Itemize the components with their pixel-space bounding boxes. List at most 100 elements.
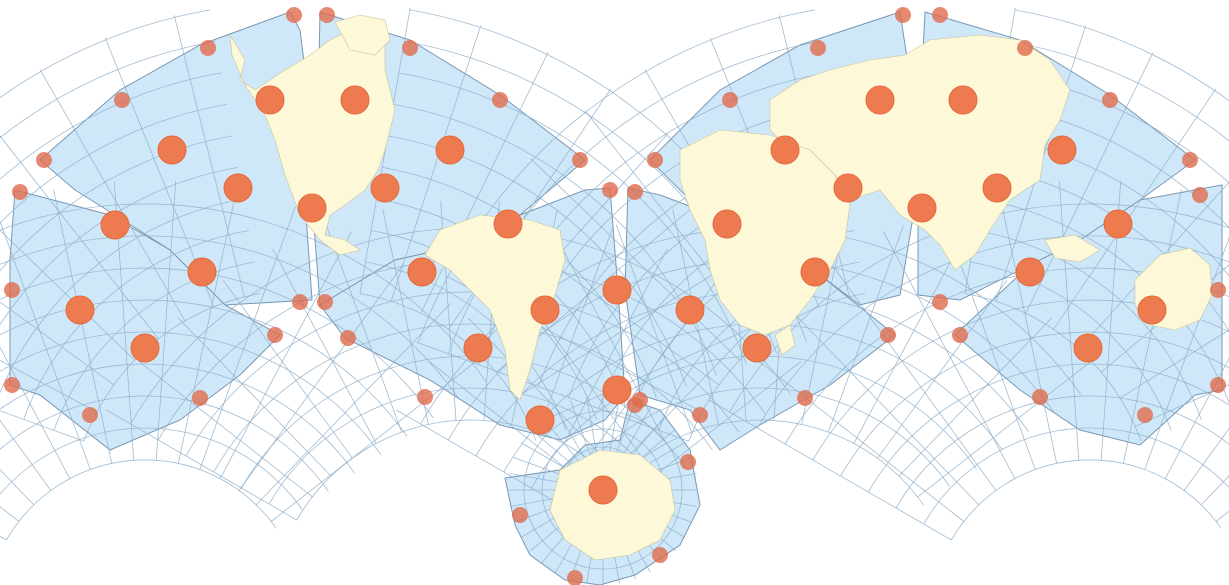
tissot-edge-fragment — [402, 40, 418, 56]
tissot-circle — [100, 210, 130, 240]
meridian-line — [0, 469, 35, 506]
parallel-line — [784, 267, 1229, 445]
tissot-edge-fragment — [880, 327, 896, 343]
meridian-line — [0, 360, 98, 413]
tissot-edge-fragment — [895, 7, 911, 23]
meridian-line — [39, 69, 186, 322]
parallel-line — [53, 261, 255, 431]
tissot-edge-fragment — [1210, 282, 1226, 298]
tissot-edge-fragment — [627, 184, 643, 200]
meridian-line — [616, 225, 692, 433]
parallel-line — [0, 198, 244, 394]
parallel-line — [0, 267, 434, 419]
parallel-line — [417, 9, 816, 343]
tissot-edge-fragment — [932, 294, 948, 310]
parallel-line — [6, 459, 277, 541]
parallel-line — [0, 395, 329, 492]
tissot-edge-fragment — [692, 407, 708, 423]
tissot-edge-fragment — [512, 507, 528, 523]
meridian-line — [0, 301, 115, 386]
tissot-circle — [407, 257, 437, 287]
meridian-line — [272, 249, 377, 444]
tissot-edge-fragment — [417, 389, 433, 405]
meridian-line — [1164, 357, 1229, 479]
parallel-line — [0, 41, 216, 139]
meridian-line — [1144, 236, 1229, 470]
parallel-line — [729, 203, 1229, 413]
tissot-edge-fragment — [1182, 152, 1198, 168]
meridian-line — [538, 225, 614, 433]
tissot-edge-fragment — [340, 330, 356, 346]
meridian-line — [1122, 189, 1182, 464]
tissot-edge-fragment — [319, 7, 335, 23]
tissot-circle — [712, 209, 742, 239]
tissot-circle — [223, 173, 253, 203]
parallel-line — [951, 459, 1222, 541]
tissot-edge-fragment — [492, 92, 508, 108]
tissot-edge-fragment — [810, 40, 826, 56]
tissot-edge-fragment — [722, 92, 738, 108]
meridian-line — [530, 158, 740, 361]
tissot-circle — [297, 193, 327, 223]
tissot-edge-fragment — [200, 40, 216, 56]
meridian-line — [138, 361, 313, 498]
parallel-line — [867, 363, 1229, 493]
parallel-line — [185, 291, 740, 457]
parallel-line — [0, 9, 211, 99]
meridian-line — [0, 419, 52, 491]
parallel-line — [0, 203, 487, 382]
meridian-line — [1119, 329, 1229, 399]
tissot-edge-fragment — [36, 152, 52, 168]
tissot-circle — [982, 173, 1012, 203]
parallel-line — [0, 104, 227, 224]
tissot-circle — [602, 375, 632, 405]
meridian-line — [898, 317, 1053, 477]
tissot-indicatrices — [4, 7, 1226, 585]
meridian-line — [1183, 427, 1229, 491]
meridian-line — [53, 189, 113, 464]
tissot-circle — [800, 257, 830, 287]
meridian-line — [1025, 52, 1154, 314]
parallel-line — [0, 427, 303, 511]
tissot-edge-fragment — [680, 454, 696, 470]
meridian-line — [238, 263, 404, 491]
tissot-circle — [65, 295, 95, 325]
meridian-line — [359, 7, 411, 294]
meridian-line — [0, 346, 71, 479]
meridian-line — [1058, 181, 1080, 461]
tissot-circle — [948, 85, 978, 115]
parallel-line — [213, 323, 713, 473]
meridian-line — [0, 535, 7, 541]
meridian-line — [199, 206, 296, 470]
tissot-edge-fragment — [114, 92, 130, 108]
tissot-circle — [865, 85, 895, 115]
tissot-circle — [463, 333, 493, 363]
tissot-edge-fragment — [572, 152, 588, 168]
meridian-line — [743, 348, 965, 522]
tissot-circle — [1073, 333, 1103, 363]
meridian-line — [219, 231, 352, 479]
tissot-edge-fragment — [12, 184, 28, 200]
parallel-line — [895, 395, 1229, 509]
tissot-circle — [742, 333, 772, 363]
tissot-circle — [525, 405, 555, 435]
parallel-line — [0, 167, 238, 326]
parallel-line — [840, 331, 1229, 477]
tissot-edge-fragment — [317, 294, 333, 310]
meridian-line — [883, 231, 1016, 479]
parallel-line — [0, 299, 408, 437]
meridian-line — [608, 317, 763, 477]
parallel-line — [923, 427, 1229, 525]
meridian-line — [853, 249, 958, 444]
meridian-line — [1100, 264, 1229, 373]
tissot-edge-fragment — [1137, 407, 1153, 423]
tissot-circle — [1103, 209, 1133, 239]
tissot-edge-fragment — [1017, 40, 1033, 56]
land-north-america — [229, 24, 396, 256]
meridian-line — [255, 303, 451, 506]
tissot-edge-fragment — [932, 7, 948, 23]
tissot-edge-fragment — [1192, 187, 1208, 203]
tissot-edge-fragment — [192, 390, 208, 406]
tissot-edge-fragment — [1102, 92, 1118, 108]
meridian-line — [177, 317, 332, 477]
